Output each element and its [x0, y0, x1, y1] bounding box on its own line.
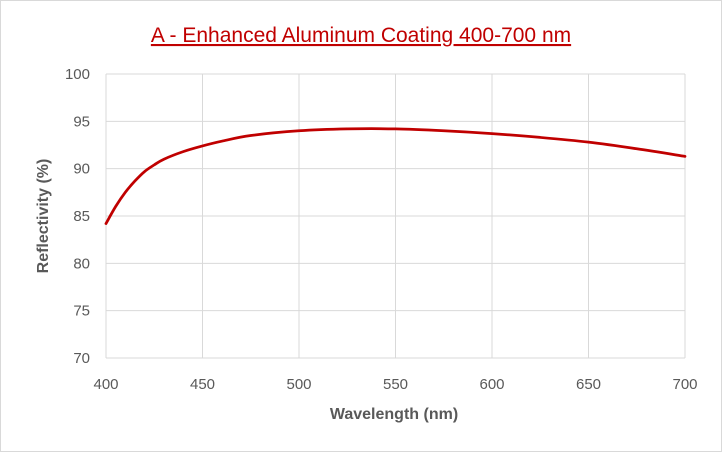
- y-tick-label: 85: [73, 208, 90, 225]
- y-tick-label: 100: [65, 66, 90, 83]
- chart-title: A - Enhanced Aluminum Coating 400-700 nm: [151, 24, 571, 47]
- x-tick-label: 450: [190, 376, 215, 393]
- x-tick-label: 500: [286, 376, 311, 393]
- tick-labels: 400 450 500 550 600 650 700 70 75 80 85 90 95 100: [65, 66, 698, 393]
- x-tick-label: 400: [93, 376, 118, 393]
- y-tick-label: 95: [73, 113, 90, 130]
- grid-layer: [105, 73, 686, 359]
- x-tick-label: 700: [672, 376, 697, 393]
- y-axis-title: Reflectivity (%): [35, 159, 52, 274]
- x-tick-label: 600: [479, 376, 504, 393]
- reflectivity-series-line: [104, 127, 687, 225]
- y-tick-label: 70: [73, 350, 90, 367]
- x-tick-label: 550: [383, 376, 408, 393]
- y-tick-label: 80: [73, 255, 90, 272]
- series-layer: [104, 127, 687, 225]
- x-axis-title: Wavelength (nm): [330, 406, 458, 423]
- x-tick-label: 650: [576, 376, 601, 393]
- y-tick-label: 75: [73, 303, 90, 320]
- y-tick-label: 90: [73, 161, 90, 178]
